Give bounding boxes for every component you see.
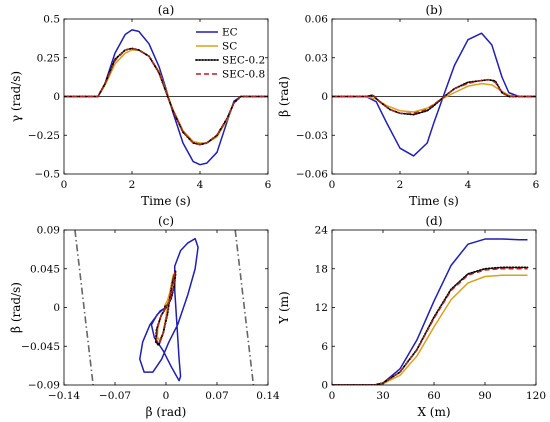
x-tick-label: −0.14 bbox=[48, 390, 80, 402]
panel-title: (a) bbox=[158, 3, 175, 17]
series-line-sc bbox=[332, 274, 528, 385]
series-line-sec-0-8 bbox=[64, 47, 268, 146]
plot-area bbox=[64, 29, 268, 166]
series-line-sec-0-8 bbox=[155, 271, 176, 345]
x-tick-label: 60 bbox=[427, 390, 440, 402]
y-tick-label: 0 bbox=[321, 380, 328, 392]
x-tick-label: 120 bbox=[526, 390, 546, 402]
y-tick-label: 0.09 bbox=[37, 225, 60, 237]
y-tick-label: −0.5 bbox=[35, 169, 61, 181]
y-tick-label: 0.045 bbox=[30, 263, 60, 275]
y-tick-label: 6 bbox=[321, 341, 328, 353]
x-tick-label: 0.14 bbox=[256, 390, 280, 402]
series-line-sec-0-2 bbox=[332, 266, 529, 385]
panel-title: (d) bbox=[425, 214, 442, 228]
y-axis-label: β (rad) bbox=[277, 76, 291, 117]
y-tick-label: −0.25 bbox=[28, 130, 60, 142]
plot-area bbox=[332, 32, 536, 157]
y-tick-label: −0.06 bbox=[296, 169, 328, 181]
y-tick-label: 0.06 bbox=[305, 14, 329, 26]
panel-b: 0 2 4 6 −0.06 −0.03 0 0.03 0.06 (b) Time (s) β (rad… bbox=[277, 3, 540, 208]
panel-d: 0 30 60 90 120 0 6 12 18 24 (d) X (m) Y (m) bbox=[277, 214, 546, 419]
plot-area bbox=[332, 238, 529, 385]
y-tick-label: −0.03 bbox=[296, 130, 328, 142]
legend-label: EC bbox=[222, 27, 238, 39]
x-axis-label: X (m) bbox=[417, 405, 450, 419]
series-line-boundary-0 bbox=[74, 230, 94, 385]
y-tick-label: 0.25 bbox=[37, 52, 60, 64]
y-tick-label: 24 bbox=[315, 225, 329, 237]
legend-label: SEC-0.2 bbox=[222, 55, 265, 67]
y-tick-label: 0 bbox=[321, 91, 328, 103]
x-tick-label: 6 bbox=[533, 179, 540, 191]
series-line-boundary-1 bbox=[234, 230, 255, 385]
legend-label: SEC-0.8 bbox=[222, 69, 265, 81]
x-tick-label: 2 bbox=[397, 179, 404, 191]
x-tick-label: 6 bbox=[265, 179, 272, 191]
y-axis-label: β̇ (rad/s) bbox=[9, 282, 23, 333]
plot-area bbox=[74, 230, 255, 385]
legend: EC SC SEC-0.2 SEC-0.8 bbox=[192, 23, 265, 85]
panel-title: (b) bbox=[425, 3, 442, 17]
x-tick-label: 0 bbox=[329, 179, 336, 191]
x-tick-label: −0.07 bbox=[99, 390, 131, 402]
x-tick-label: 4 bbox=[197, 179, 204, 191]
x-tick-label: 90 bbox=[478, 390, 491, 402]
panel-a: 0 2 4 6 −0.5 −0.25 0 0.25 0.5 (a) Time (s) γ (rad/s… bbox=[9, 3, 272, 208]
x-tick-label: 4 bbox=[465, 179, 472, 191]
series-line-ec bbox=[332, 238, 528, 385]
x-tick-label: 0 bbox=[163, 390, 170, 402]
series-line-ec bbox=[332, 32, 536, 157]
x-tick-label: 30 bbox=[376, 390, 389, 402]
panel-title: (c) bbox=[158, 214, 174, 228]
x-tick-label: 2 bbox=[129, 179, 136, 191]
x-axis-label: Time (s) bbox=[141, 194, 191, 208]
y-tick-label: 18 bbox=[315, 263, 328, 275]
series-line-sec-0-8 bbox=[332, 268, 528, 385]
x-axis-label: Time (s) bbox=[409, 194, 459, 208]
legend-label: SC bbox=[222, 41, 237, 53]
x-tick-label: 0.07 bbox=[205, 390, 228, 402]
y-tick-label: −0.09 bbox=[28, 380, 60, 392]
y-axis-label: γ (rad/s) bbox=[9, 71, 23, 122]
series-line-ec bbox=[139, 237, 199, 382]
y-axis-label: Y (m) bbox=[277, 291, 291, 324]
panel-c: −0.14 −0.07 0 0.07 0.14 −0.09 −0.045 0 0.045 0.09… bbox=[9, 214, 280, 419]
y-tick-label: 0 bbox=[53, 91, 60, 103]
x-axis-label: β (rad) bbox=[146, 405, 187, 419]
y-tick-label: 12 bbox=[315, 302, 328, 314]
y-tick-label: 0.5 bbox=[43, 14, 60, 26]
x-tick-label: 0 bbox=[329, 390, 336, 402]
plot-frame bbox=[331, 229, 537, 386]
y-tick-label: −0.045 bbox=[21, 341, 60, 353]
y-tick-label: 0.03 bbox=[305, 52, 328, 64]
y-tick-label: 0 bbox=[53, 302, 60, 314]
series-line-sec-0-8 bbox=[332, 79, 536, 114]
x-tick-label: 0 bbox=[61, 179, 68, 191]
series-line-sc bbox=[332, 82, 536, 113]
